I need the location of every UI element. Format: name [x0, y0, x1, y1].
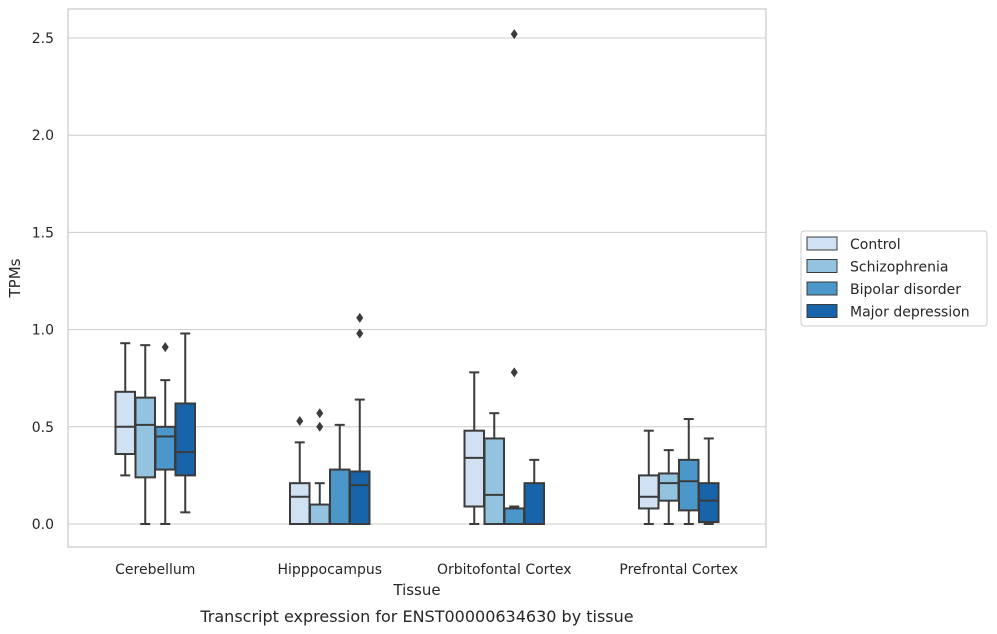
- chart-caption: Transcript expression for ENST0000063463…: [199, 607, 633, 626]
- x-tick-label: Prefrontal Cortex: [619, 562, 738, 578]
- box-schizophrenia: [658, 449, 680, 525]
- legend-swatch: [806, 259, 838, 273]
- legend-swatch: [806, 281, 838, 296]
- legend-swatch: [806, 236, 838, 251]
- outlier-point: [316, 421, 324, 432]
- legend-label: Schizophrenia: [850, 260, 948, 276]
- box-schizophrenia: [134, 344, 156, 525]
- y-axis-label: TPMs: [6, 258, 24, 298]
- outlier-point: [356, 312, 364, 323]
- outlier-point: [296, 415, 304, 426]
- legend: Control Schizophrenia Bipolar disorder Majo…: [800, 230, 988, 327]
- legend-label: Bipolar disorder: [850, 282, 961, 298]
- outlier-point: [356, 328, 364, 339]
- box-bipolar-disorder: [503, 29, 525, 525]
- box-control: [289, 415, 311, 525]
- box-body: [154, 425, 176, 471]
- box-schizophrenia: [309, 408, 331, 525]
- outlier-point: [510, 367, 518, 378]
- x-axis-label: Tissue: [392, 581, 440, 599]
- x-tick-labels: Cerebellum Hipppocampus Orbitofontal Corte…: [115, 562, 738, 578]
- legend-label: Major depression: [850, 305, 970, 321]
- box-schizophrenia: [483, 412, 505, 525]
- box-body: [523, 482, 545, 525]
- y-tick-label: 2.5: [32, 31, 54, 47]
- outlier-point: [316, 408, 324, 419]
- y-tick-label: 2.0: [32, 128, 54, 144]
- box-body: [289, 482, 311, 525]
- box-control: [638, 429, 660, 525]
- y-tick-label: 1.5: [32, 225, 54, 241]
- box-major-depression: [523, 458, 545, 525]
- box-major-depression: [174, 332, 196, 514]
- box-control: [463, 371, 485, 525]
- box-major-depression: [698, 437, 720, 525]
- box-body: [678, 458, 700, 512]
- x-tick-label: Orbitofontal Cortex: [437, 562, 572, 578]
- box-bipolar-disorder: [154, 342, 176, 525]
- box-body: [463, 429, 485, 508]
- y-tick-label: 0.0: [32, 517, 54, 533]
- outlier-point: [161, 342, 169, 353]
- box-major-depression: [349, 312, 371, 525]
- box-body: [329, 468, 351, 525]
- box-body: [174, 402, 196, 477]
- x-tick-label: Cerebellum: [115, 562, 195, 578]
- box-body: [658, 472, 680, 502]
- box-body: [114, 390, 136, 456]
- box-body: [483, 437, 505, 525]
- box-body: [698, 482, 720, 524]
- box-body: [503, 507, 525, 525]
- legend-label: Control: [850, 237, 901, 253]
- box-control: [114, 342, 136, 477]
- y-tick-label: 0.5: [32, 420, 54, 436]
- box-bipolar-disorder: [329, 423, 351, 525]
- box-plot-series: [114, 29, 720, 525]
- box-body: [309, 503, 331, 525]
- y-tick-label: 1.0: [32, 323, 54, 339]
- box-body: [638, 474, 660, 510]
- outlier-point: [510, 29, 518, 40]
- plot-frame: [67, 8, 767, 548]
- box-body: [349, 470, 371, 525]
- box-bipolar-disorder: [678, 418, 700, 525]
- x-tick-label: Hipppocampus: [277, 562, 382, 578]
- box-body: [134, 396, 156, 479]
- legend-swatch: [806, 304, 838, 318]
- legend-frame: [800, 230, 988, 327]
- y-tick-labels: 0.0 0.5 1.0 1.5 2.0 2.5: [32, 31, 54, 533]
